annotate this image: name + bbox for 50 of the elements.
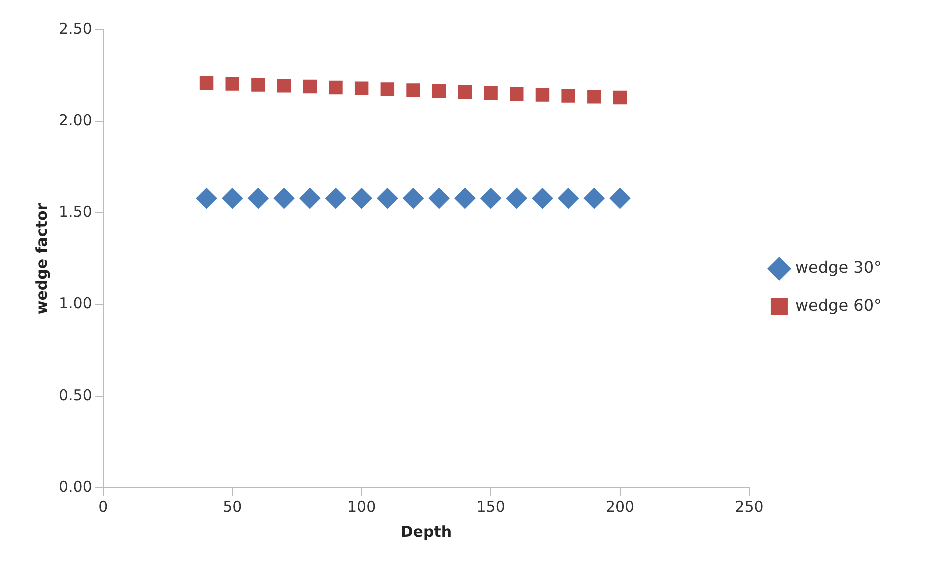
point (252, 78, 266, 92)
point (458, 85, 472, 100)
y-tick-label: 2.50 (58, 20, 92, 38)
point (558, 188, 580, 210)
x-tick-label: 100 (348, 498, 376, 516)
y-tick-label: 2.00 (58, 111, 92, 130)
point (380, 82, 395, 96)
legend-label: wedge 60° (795, 296, 882, 316)
point (588, 90, 602, 104)
point (532, 188, 554, 210)
point (329, 80, 343, 95)
point (351, 188, 372, 210)
y-tick-label: 0.00 (58, 478, 92, 496)
point (200, 76, 214, 90)
point (428, 188, 450, 210)
y-axis-title: wedge factor (32, 202, 51, 315)
point (584, 188, 605, 210)
point (226, 77, 240, 91)
point (536, 88, 550, 102)
point (432, 84, 446, 98)
point (303, 80, 318, 94)
point (506, 188, 528, 210)
x-tick-label: 200 (606, 498, 635, 516)
point (274, 188, 295, 210)
point (403, 188, 424, 210)
point (196, 188, 218, 210)
x-tick-label: 0 (98, 498, 108, 516)
point (300, 188, 321, 210)
point (562, 89, 576, 103)
point (406, 84, 420, 98)
point (484, 86, 498, 100)
y-tick-label: 1.00 (58, 294, 92, 313)
point (480, 188, 502, 210)
point (325, 188, 346, 210)
point (277, 79, 292, 93)
point (613, 90, 628, 105)
x-tick-label: 250 (735, 498, 764, 516)
x-tick-label: 150 (476, 498, 506, 516)
point (354, 82, 369, 96)
y-tick-label: 0.50 (58, 386, 92, 404)
point (248, 188, 269, 210)
point (454, 188, 476, 210)
legend-label: wedge 30° (795, 258, 882, 278)
x-axis-title: Depth (400, 522, 452, 541)
point (510, 87, 524, 101)
point (222, 188, 244, 210)
point (610, 188, 631, 210)
y-tick-label: 1.50 (58, 203, 92, 222)
x-tick-label: 50 (223, 498, 242, 516)
point (377, 188, 398, 210)
